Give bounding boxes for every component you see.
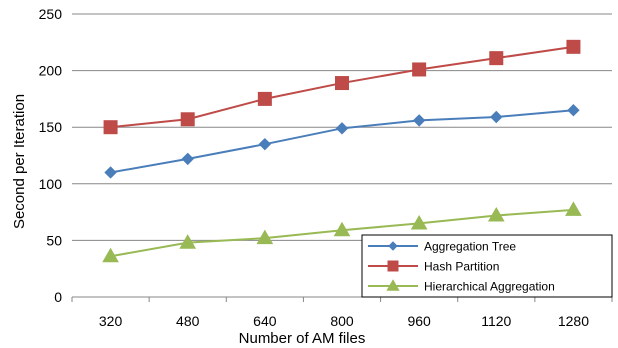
legend-item: Aggregation Tree xyxy=(368,240,516,254)
legend-item: Hash Partition xyxy=(368,260,499,274)
y-tick-label: 0 xyxy=(54,289,62,305)
y-tick-label: 250 xyxy=(39,6,63,22)
legend-marker xyxy=(388,241,398,251)
data-point xyxy=(487,207,505,222)
x-tick-label: 320 xyxy=(99,313,123,329)
y-tick-label: 50 xyxy=(46,232,62,248)
data-point xyxy=(565,201,582,216)
data-point xyxy=(335,122,349,135)
data-point xyxy=(333,221,351,237)
legend-label: Aggregation Tree xyxy=(424,240,516,254)
data-point xyxy=(104,166,117,179)
legend: Aggregation Tree Hash Partition Hierarchic… xyxy=(361,234,613,298)
data-point xyxy=(181,152,194,166)
y-tick-label: 100 xyxy=(39,176,63,192)
y-axis-ticks: 0 50 100 150 200 250 xyxy=(39,6,63,305)
data-point xyxy=(102,247,119,263)
data-point xyxy=(412,114,426,127)
x-tick-label: 800 xyxy=(330,313,354,329)
data-point xyxy=(256,229,274,245)
data-point xyxy=(257,91,272,106)
y-axis-title: Second per Iteration xyxy=(11,94,28,229)
y-tick-label: 150 xyxy=(39,119,63,135)
legend-marker xyxy=(386,279,400,291)
series-layer xyxy=(102,39,582,263)
x-tick-label: 1280 xyxy=(558,313,589,329)
legend-item: Hierarchical Aggregation xyxy=(368,279,555,294)
x-tick-label: 1120 xyxy=(481,313,511,329)
x-tick-label: 960 xyxy=(407,313,431,329)
data-point xyxy=(412,62,427,77)
series-hierarchical-aggregation xyxy=(102,201,582,263)
legend-label: Hash Partition xyxy=(424,260,499,274)
legend-marker xyxy=(387,260,399,272)
x-axis-title: Number of AM files xyxy=(239,330,366,347)
legend-label: Hierarchical Aggregation xyxy=(424,280,555,294)
data-point xyxy=(179,234,197,249)
data-point xyxy=(335,76,349,91)
data-point xyxy=(566,39,581,54)
x-tick-label: 480 xyxy=(176,313,200,329)
data-point xyxy=(410,214,428,230)
series-hash-partition xyxy=(103,39,581,135)
data-point xyxy=(180,112,195,127)
y-tick-label: 200 xyxy=(39,63,63,79)
data-point xyxy=(490,110,503,124)
data-point xyxy=(258,137,272,151)
data-point xyxy=(489,51,504,66)
x-tick-label: 640 xyxy=(253,313,277,329)
x-axis-ticks: 320 480 640 800 960 1120 1280 xyxy=(71,297,613,329)
data-point xyxy=(567,104,580,117)
data-point xyxy=(103,120,118,135)
series-aggregation-tree xyxy=(104,104,580,179)
